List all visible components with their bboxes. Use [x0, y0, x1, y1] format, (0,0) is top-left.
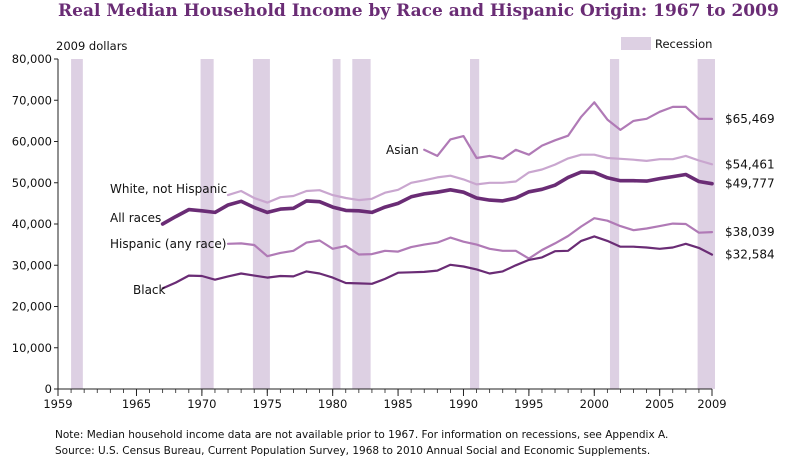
recession-band [697, 59, 715, 389]
series-labels: $65,469 $54,461 $49,777 $38,039 $32,584 Asian… [110, 112, 775, 297]
series-line [423, 101, 714, 160]
x-tick-label: 2005 [645, 397, 674, 411]
end-value-label: $65,469 [725, 112, 775, 126]
series-line [160, 170, 714, 226]
series-name-label: White, not Hispanic [110, 182, 227, 196]
series-name-label: Asian [386, 143, 419, 157]
end-value-label: $32,584 [725, 248, 775, 262]
y-tick-label: 10,000 [12, 341, 52, 355]
x-tick-label: 2000 [580, 397, 609, 411]
series-lines [160, 101, 714, 290]
x-tick-label: 1990 [449, 397, 478, 411]
x-tick-label: 1965 [122, 397, 151, 411]
series-name-label: Black [133, 283, 166, 297]
recession-band [332, 59, 341, 389]
y-tick-label: 50,000 [12, 176, 52, 190]
series-name-label: Hispanic (any race) [110, 237, 226, 251]
series-line [226, 153, 714, 204]
footnote: Note: Median household income data are n… [55, 429, 669, 441]
source-note: Source: U.S. Census Bureau, Current Popu… [55, 445, 651, 457]
series-line [226, 217, 714, 260]
recession-band [71, 59, 83, 389]
axes: 0 10,000 20,000 30,000 40,000 50,000 60,000 70,… [12, 39, 727, 411]
end-value-label: $38,039 [725, 225, 775, 239]
x-tick-label: 1980 [318, 397, 347, 411]
y-tick-label: 40,000 [12, 217, 52, 231]
series-line [161, 235, 714, 290]
recession-bands [71, 59, 715, 389]
recession-band [352, 59, 371, 389]
y-tick-label: 70,000 [12, 93, 52, 107]
end-value-label: $49,777 [725, 177, 775, 191]
recession-band [200, 59, 214, 389]
legend-label: Recession [655, 37, 712, 51]
recession-band [470, 59, 480, 389]
series-name-label: All races [110, 211, 161, 225]
y-axis-label: 2009 dollars [56, 39, 127, 53]
x-tick-label: 1985 [383, 397, 412, 411]
y-tick-label: 20,000 [12, 300, 52, 314]
x-tick-label: 1975 [253, 397, 282, 411]
x-tick-label: 1970 [187, 397, 216, 411]
income-line-chart: 0 10,000 20,000 30,000 40,000 50,000 60,000 70,… [12, 37, 775, 411]
chart-title: Real Median Household Income by Race and… [58, 1, 779, 21]
legend: Recession [621, 37, 712, 51]
y-tick-label: 0 [45, 382, 52, 396]
x-tick-label: 2009 [697, 397, 726, 411]
y-tick-label: 80,000 [12, 52, 52, 66]
y-tick-label: 30,000 [12, 258, 52, 272]
legend-swatch [621, 37, 651, 50]
end-value-label: $54,461 [725, 157, 775, 171]
x-tick-label: 1959 [43, 397, 72, 411]
recession-band [252, 59, 270, 389]
x-tick-label: 1995 [514, 397, 543, 411]
y-tick-label: 60,000 [12, 135, 52, 149]
